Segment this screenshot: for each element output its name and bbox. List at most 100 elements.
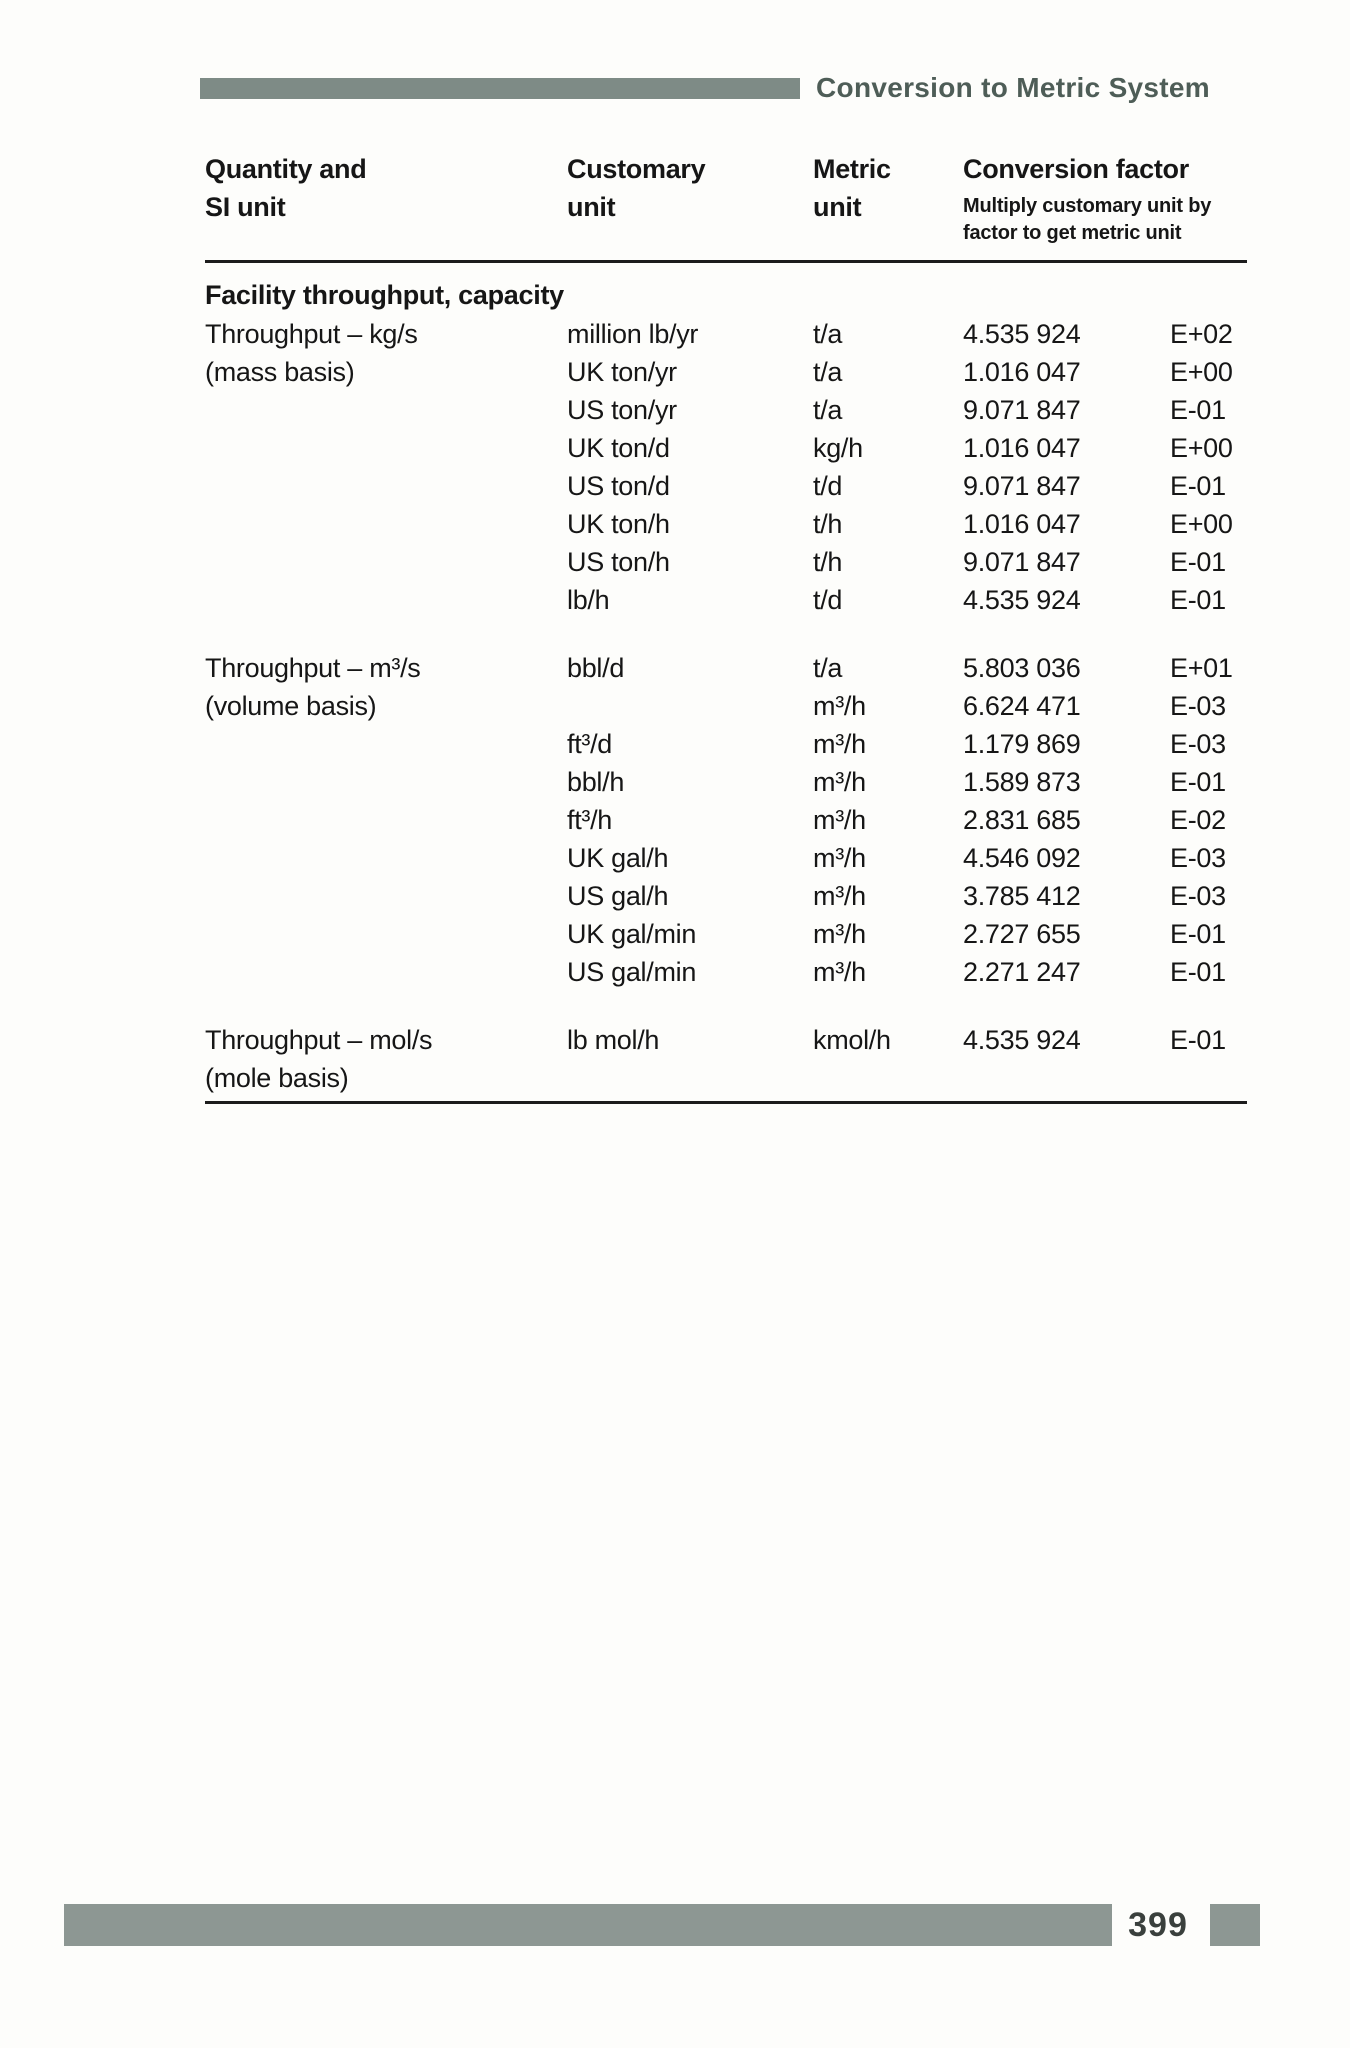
table-row: UK gal/min m³/h 2.727 655 E-01	[567, 915, 1247, 953]
quantity-cell: Throughput – m³/s (volume basis)	[205, 649, 567, 991]
conversion-factor-cell: 9.071 847	[963, 395, 1081, 425]
table-row: US ton/yr t/a 9.071 847 E-01	[567, 391, 1247, 429]
exponent-cell: E-01	[1170, 957, 1226, 987]
metric-unit-cell: t/h	[813, 547, 843, 577]
customary-unit-cell: UK ton/yr	[567, 357, 677, 387]
metric-unit-cell: t/a	[813, 653, 843, 683]
table-header-row: Quantity and SI unit Customary unit Metr…	[205, 150, 1247, 263]
customary-unit-cell: bbl/d	[567, 653, 625, 683]
group-rows: bbl/d t/a 5.803 036 E+01 m³/h 6.624 471 …	[567, 649, 1247, 991]
metric-unit-cell: t/a	[813, 357, 843, 387]
customary-unit-cell: million lb/yr	[567, 319, 699, 349]
conversion-factor-cell: 1.179 869	[963, 729, 1081, 759]
metric-unit-cell: m³/h	[813, 843, 866, 873]
table-group: Throughput – m³/s (volume basis) bbl/d t…	[205, 649, 1247, 991]
quantity-si-unit: Throughput – m³/s	[205, 653, 421, 683]
column-header-subtitle: Multiply customary unit by factor to get…	[963, 195, 1212, 244]
table-row: UK ton/d kg/h 1.016 047 E+00	[567, 429, 1247, 467]
table-row: lb mol/h kmol/h 4.535 924 E-01	[567, 1021, 1247, 1059]
conversion-factor-cell: 4.535 924	[963, 585, 1081, 615]
conversion-factor-cell: 4.535 924	[963, 319, 1081, 349]
section-title: Facility throughput, capacity	[205, 280, 564, 310]
group-rows: lb mol/h kmol/h 4.535 924 E-01	[567, 1021, 1247, 1097]
customary-unit-cell: UK ton/h	[567, 509, 670, 539]
exponent-cell: E-01	[1170, 1025, 1226, 1055]
customary-unit-cell: bbl/h	[567, 767, 625, 797]
metric-unit-cell: m³/h	[813, 957, 866, 987]
customary-unit-cell: US gal/h	[567, 881, 669, 911]
customary-unit-cell: US gal/min	[567, 957, 697, 987]
metric-unit-cell: kmol/h	[813, 1025, 891, 1055]
table-groups: Throughput – kg/s (mass basis) million l…	[205, 315, 1247, 1097]
customary-unit-cell: UK ton/d	[567, 433, 670, 463]
column-header-line: Conversion factor	[963, 154, 1189, 184]
metric-unit-cell: m³/h	[813, 805, 866, 835]
conversion-factor-cell: 5.803 036	[963, 653, 1081, 683]
customary-unit-cell: ft³/d	[567, 729, 613, 759]
column-header-line: unit	[567, 192, 616, 222]
column-header-quantity: Quantity and SI unit	[205, 150, 567, 247]
customary-unit-cell	[567, 687, 813, 725]
exponent-cell: E-01	[1170, 471, 1226, 501]
customary-unit-cell: lb mol/h	[567, 1025, 660, 1055]
column-header-customary: Customary unit	[567, 150, 813, 247]
column-header-line: Metric	[813, 154, 891, 184]
metric-unit-cell: m³/h	[813, 881, 866, 911]
footer-accent-square	[1210, 1904, 1260, 1946]
exponent-cell: E-01	[1170, 395, 1226, 425]
column-header-factor: Conversion factor Multiply customary uni…	[963, 150, 1247, 247]
exponent-cell: E-02	[1170, 805, 1226, 835]
quantity-basis: (volume basis)	[205, 691, 377, 721]
column-header-line: unit	[813, 192, 862, 222]
metric-unit-cell: m³/h	[813, 691, 866, 721]
customary-unit-cell: UK gal/min	[567, 919, 697, 949]
metric-unit-cell: t/d	[813, 471, 843, 501]
table-group: Throughput – mol/s (mole basis) lb mol/h…	[205, 1021, 1247, 1097]
exponent-cell: E-01	[1170, 767, 1226, 797]
conversion-factor-cell: 4.535 924	[963, 1025, 1081, 1055]
conversion-factor-cell: 1.016 047	[963, 509, 1081, 539]
table-row: ft³/h m³/h 2.831 685 E-02	[567, 801, 1247, 839]
quantity-basis: (mass basis)	[205, 357, 355, 387]
exponent-cell: E+00	[1170, 357, 1233, 387]
metric-unit-cell: t/a	[813, 395, 843, 425]
exponent-cell: E-03	[1170, 843, 1226, 873]
conversion-factor-cell: 1.016 047	[963, 433, 1081, 463]
conversion-factor-cell: 9.071 847	[963, 547, 1081, 577]
customary-unit-cell: ft³/h	[567, 805, 613, 835]
quantity-si-unit: Throughput – kg/s	[205, 319, 418, 349]
table-row: US gal/min m³/h 2.271 247 E-01	[567, 953, 1247, 991]
conversion-factor-cell: 9.071 847	[963, 471, 1081, 501]
column-header-line: Quantity and	[205, 154, 367, 184]
table-row: UK ton/h t/h 1.016 047 E+00	[567, 505, 1247, 543]
running-head: Conversion to Metric System	[200, 72, 1210, 104]
quantity-cell: Throughput – kg/s (mass basis)	[205, 315, 567, 619]
table-row: UK ton/yr t/a 1.016 047 E+00	[567, 353, 1247, 391]
conversion-factor-cell: 1.589 873	[963, 767, 1081, 797]
running-head-title: Conversion to Metric System	[816, 72, 1210, 103]
exponent-cell: E+01	[1170, 653, 1233, 683]
conversion-factor-cell: 2.831 685	[963, 805, 1081, 835]
table-group: Throughput – kg/s (mass basis) million l…	[205, 315, 1247, 619]
table-body: Facility throughput, capacity Throughput…	[205, 275, 1247, 1104]
exponent-cell: E-01	[1170, 585, 1226, 615]
exponent-cell: E+00	[1170, 509, 1233, 539]
customary-unit-cell: US ton/h	[567, 547, 670, 577]
customary-unit-cell: US ton/yr	[567, 395, 677, 425]
conversion-factor-cell: 2.727 655	[963, 919, 1081, 949]
metric-unit-cell: t/d	[813, 585, 843, 615]
conversion-factor-cell: 2.271 247	[963, 957, 1081, 987]
table-row: US gal/h m³/h 3.785 412 E-03	[567, 877, 1247, 915]
metric-unit-cell: t/a	[813, 319, 843, 349]
metric-unit-cell: m³/h	[813, 729, 866, 759]
footer-accent-bar	[64, 1904, 1112, 1946]
table-row: ft³/d m³/h 1.179 869 E-03	[567, 725, 1247, 763]
header-accent-bar	[200, 77, 801, 99]
column-header-metric: Metric unit	[813, 150, 963, 247]
customary-unit-cell: US ton/d	[567, 471, 670, 501]
conversion-factor-cell: 1.016 047	[963, 357, 1081, 387]
group-rows: million lb/yr t/a 4.535 924 E+02 UK ton/…	[567, 315, 1247, 619]
quantity-si-unit: Throughput – mol/s	[205, 1025, 433, 1055]
table-row: bbl/d t/a 5.803 036 E+01	[567, 649, 1247, 687]
